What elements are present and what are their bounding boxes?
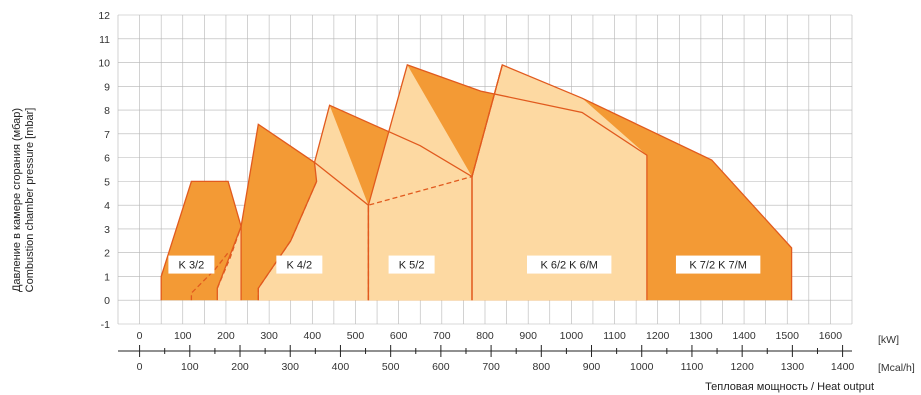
series-k-7-2-k-7-m-min-curve <box>471 64 503 177</box>
kw-tick-label: 800 <box>476 330 494 342</box>
y-tick-label: 0 <box>104 295 110 307</box>
y-tick-label: 7 <box>104 129 110 141</box>
kw-tick-label: 700 <box>433 330 451 342</box>
mcal-unit-label: [Mcal/h] <box>878 362 915 374</box>
series-k-5-2-label: K 5/2 <box>399 260 425 272</box>
y-tick-label: 2 <box>104 248 110 260</box>
kw-tick-label: 100 <box>174 330 192 342</box>
kw-tick-label: 1400 <box>732 330 756 342</box>
y-tick-label: 11 <box>99 34 110 46</box>
x-axis-title: Тепловая мощность / Heat output <box>705 381 874 393</box>
y-axis-title-ru: Давление в камере сгорания (мбар) <box>11 108 23 292</box>
y-tick-label: -1 <box>101 319 110 331</box>
y-tick-label: 9 <box>104 81 110 93</box>
series-k-6-2-k-6-m-edge <box>367 64 648 301</box>
series-k-4-2-overlap <box>217 226 242 301</box>
mcal-tick-label: 0 <box>137 361 143 373</box>
y-tick-label: 10 <box>98 58 110 70</box>
mcal-tick-label: 100 <box>181 361 199 373</box>
mcal-tick-label: 700 <box>482 361 500 373</box>
series-k-4-2-min-curve <box>216 226 242 289</box>
series-k-3-2-edge <box>160 180 242 301</box>
series-k-7-2-k-7-m-overlap <box>472 64 647 301</box>
series-k-4-2-label: K 4/2 <box>286 260 312 272</box>
kw-tick-label: 200 <box>217 330 235 342</box>
kw-tick-label: 500 <box>347 330 365 342</box>
series-k-4-2-label-box <box>276 255 323 274</box>
kw-tick-label: 600 <box>390 330 408 342</box>
y-tick-label: 5 <box>104 176 110 188</box>
region-labels: K 3/2 K 4/2 K 5/2 K 6/2 K 6/M K 7/2 K 7/M <box>168 255 761 274</box>
mcal-tick-label: 500 <box>382 361 400 373</box>
series-k-3-2-label-box <box>168 255 215 274</box>
y-axis-title-en: Combustion chamber pressure [mbar] <box>24 108 36 293</box>
mcal-tick-label: 800 <box>533 361 551 373</box>
working-field-areas <box>161 64 792 301</box>
y-tick-label: 8 <box>104 105 110 117</box>
mcal-tick-label: 200 <box>231 361 249 373</box>
y-tick-label: 4 <box>104 200 110 212</box>
mcal-tick-label: 1400 <box>831 361 855 373</box>
y-tick-label: 3 <box>104 224 110 236</box>
mcal-tick-label: 900 <box>583 361 601 373</box>
series-k-6-2-k-6-m-label-box <box>526 255 612 274</box>
series-k-5-2-overlap <box>258 105 369 301</box>
y-tick-label: 1 <box>104 271 110 283</box>
kw-tick-label: 400 <box>304 330 322 342</box>
x-axis-mcal: 0 100 200 300 400 500 600 700 800 900 1000 1100 1200… <box>118 345 854 373</box>
working-field-edges <box>160 64 793 301</box>
kw-tick-label: 1200 <box>646 330 670 342</box>
mcal-tick-label: 300 <box>281 361 299 373</box>
series-k-7-2-k-7-m-label: K 7/2 K 7/M <box>689 260 746 272</box>
mcal-tick-label: 1300 <box>781 361 805 373</box>
series-k-3-2-min-curve <box>190 252 229 301</box>
kw-tick-label: 300 <box>260 330 278 342</box>
kw-tick-label: 1100 <box>603 330 626 342</box>
series-k-5-2-label-box <box>388 255 435 274</box>
series-k-6-2-k-6-m-label: K 6/2 K 6/M <box>540 260 597 272</box>
series-k-7-2-k-7-m-label-box <box>675 255 761 274</box>
kw-tick-label: 900 <box>519 330 537 342</box>
series-k-5-2-min-curve <box>257 181 318 301</box>
kw-tick-label: 0 <box>137 330 143 342</box>
kw-tick-label: 1600 <box>819 330 843 342</box>
x-axis-kw: 0 100 200 300 400 500 600 700 800 900 1000 1100 1200… <box>137 330 843 342</box>
y-tick-label: 6 <box>104 153 110 165</box>
series-k-3-2-label: K 3/2 <box>179 260 205 272</box>
kw-unit-label: [kW] <box>878 334 899 346</box>
mcal-tick-label: 400 <box>332 361 350 373</box>
series-k-5-2-edge <box>257 104 473 301</box>
mcal-tick-label: 1100 <box>681 361 704 373</box>
series-k-6-2-k-6-m-overlap <box>368 64 472 301</box>
kw-tick-label: 1500 <box>776 330 800 342</box>
mcal-tick-label: 1000 <box>630 361 654 373</box>
mcal-tick-label: 600 <box>432 361 450 373</box>
mcal-tick-label: 1200 <box>730 361 754 373</box>
kw-tick-label: 1300 <box>689 330 713 342</box>
y-tick-label: 12 <box>98 10 110 22</box>
kw-tick-label: 1000 <box>560 330 584 342</box>
